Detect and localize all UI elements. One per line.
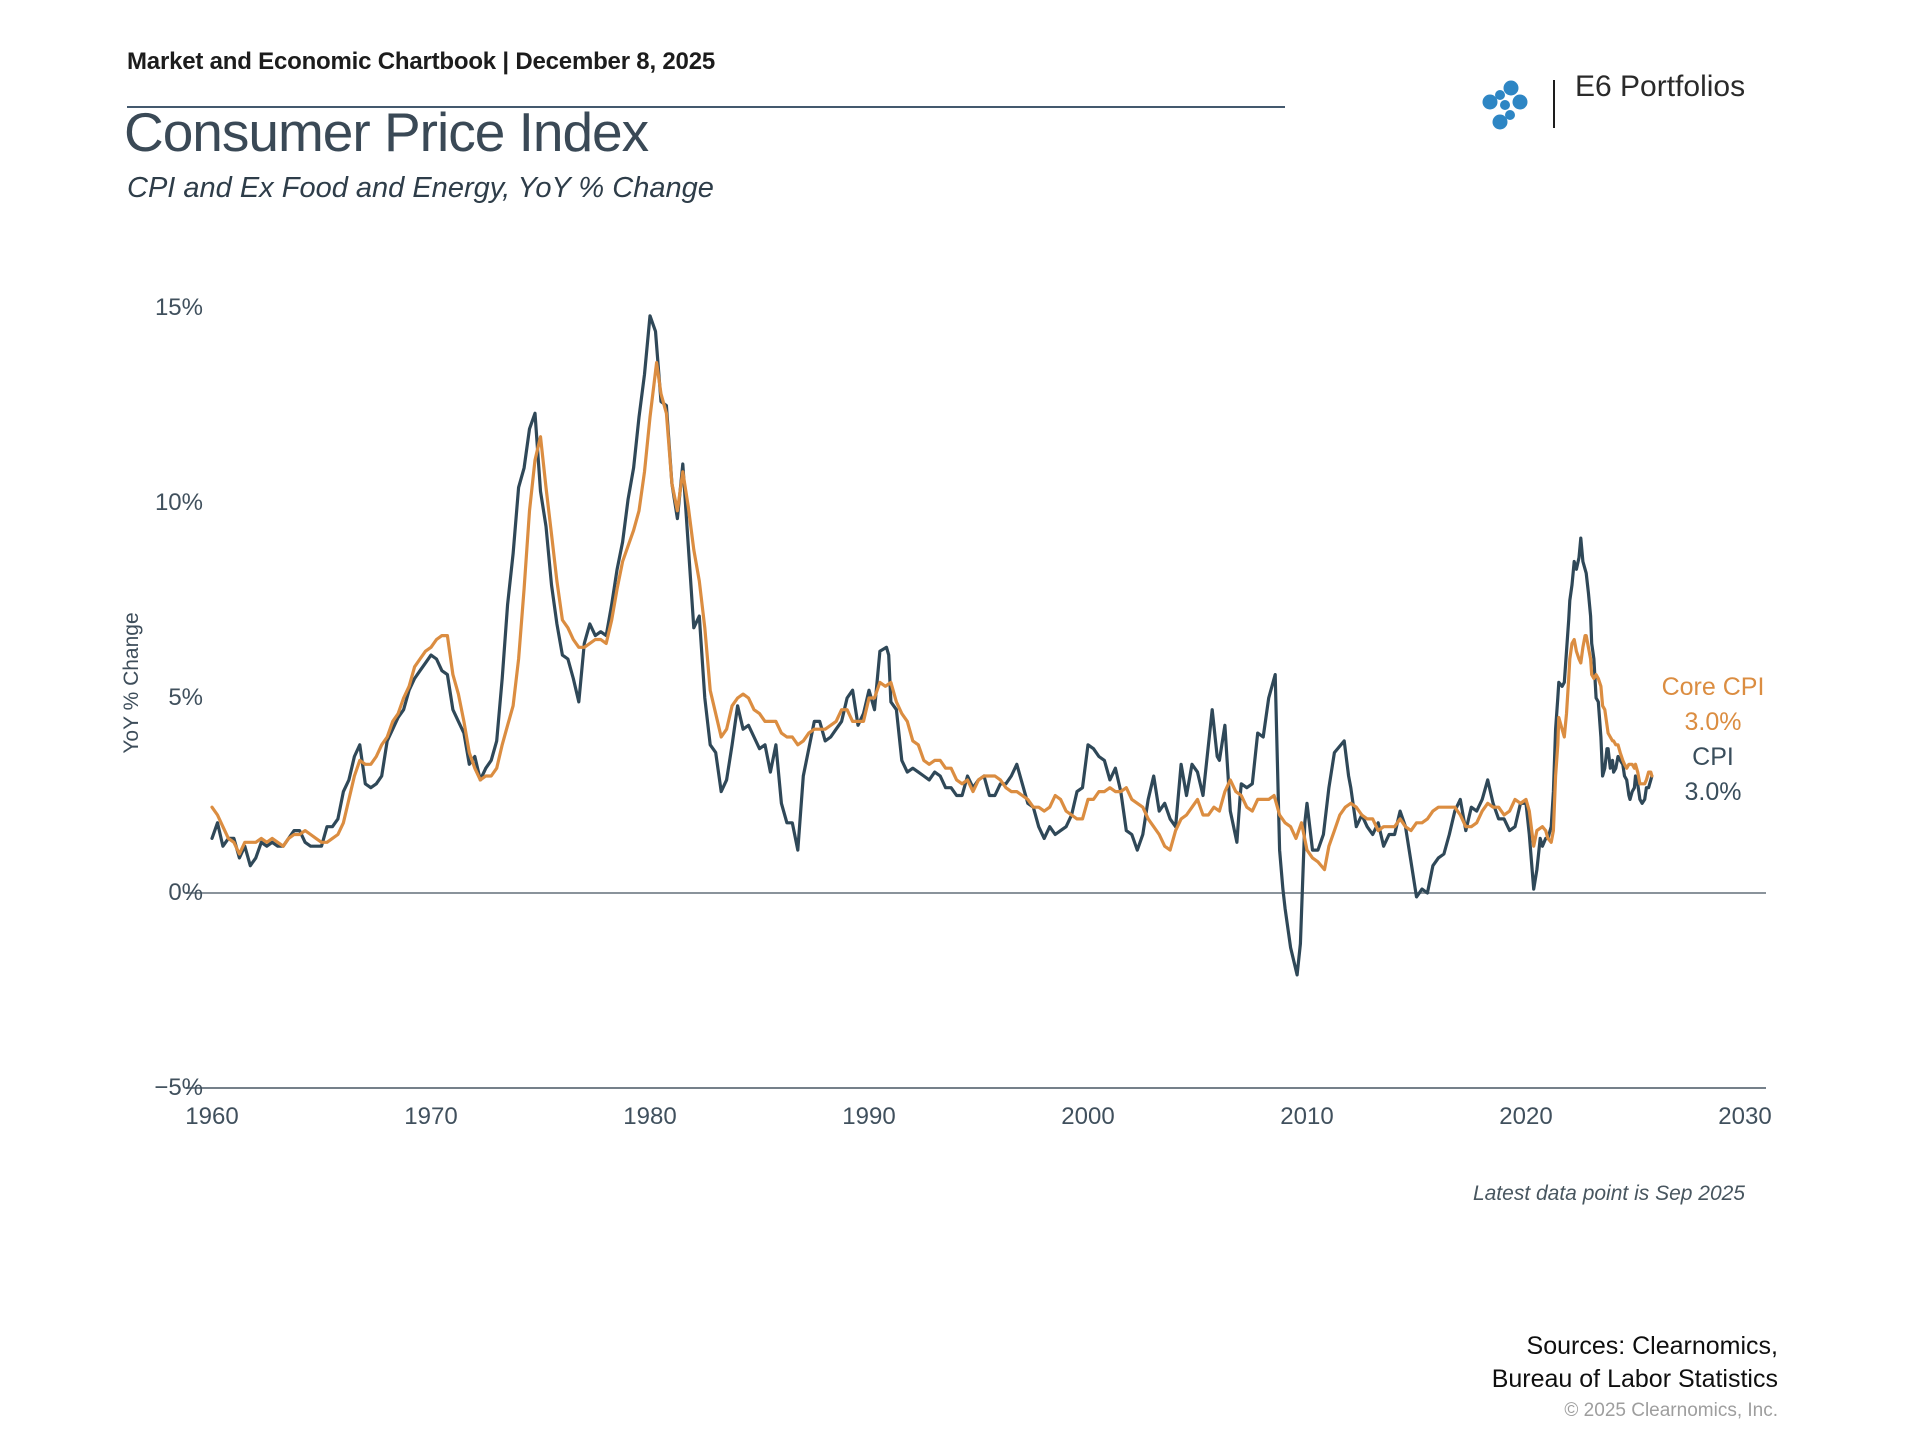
x-tick-label: 2030 (1718, 1103, 1772, 1130)
y-tick-label: 0% (168, 879, 203, 906)
core-cpi-latest-value: 3.0% (1684, 708, 1742, 736)
latest-data-note: Latest data point is Sep 2025 (1472, 1182, 1745, 1205)
x-tick-label: 1990 (842, 1103, 896, 1130)
core-cpi-label: Core CPI (1661, 673, 1765, 701)
sources-line-1: Sources: Clearnomics, (1526, 1332, 1778, 1360)
logo-wordmark: E6 Portfolios (1575, 70, 1746, 103)
page-subtitle: CPI and Ex Food and Energy, YoY % Change (127, 172, 714, 204)
core-cpi-line (210, 361, 1654, 872)
page-title: Consumer Price Index (124, 101, 649, 163)
cpi-line (210, 314, 1654, 977)
x-tick-label: 1980 (623, 1103, 677, 1130)
sources-line-2: Bureau of Labor Statistics (1491, 1365, 1778, 1393)
x-tick-label: 1960 (185, 1103, 239, 1130)
header-rule (127, 106, 1285, 108)
copyright-text: © 2025 Clearnomics, Inc. (1564, 1400, 1778, 1421)
cpi-label: CPI (1692, 743, 1734, 771)
x-tick-label: 1970 (404, 1103, 458, 1130)
e6-dots-logo-icon (1482, 80, 1528, 130)
x-tick-label: 2020 (1499, 1103, 1553, 1130)
series-end-labels: Core CPI 3.0% CPI 3.0% (1648, 670, 1778, 810)
y-tick-label: 10% (154, 489, 203, 516)
sources-block: Sources: Clearnomics, Bureau of Labor St… (1492, 1330, 1778, 1396)
chartbook-header: Market and Economic Chartbook | December… (127, 48, 715, 75)
logo-divider (1553, 80, 1555, 128)
y-tick-label: −5% (154, 1074, 203, 1101)
cpi-latest-value: 3.0% (1684, 778, 1742, 806)
x-tick-label: 2000 (1061, 1103, 1115, 1130)
y-tick-label: 5% (168, 684, 203, 711)
x-tick-label: 2010 (1280, 1103, 1334, 1130)
y-tick-label: 15% (154, 294, 203, 321)
